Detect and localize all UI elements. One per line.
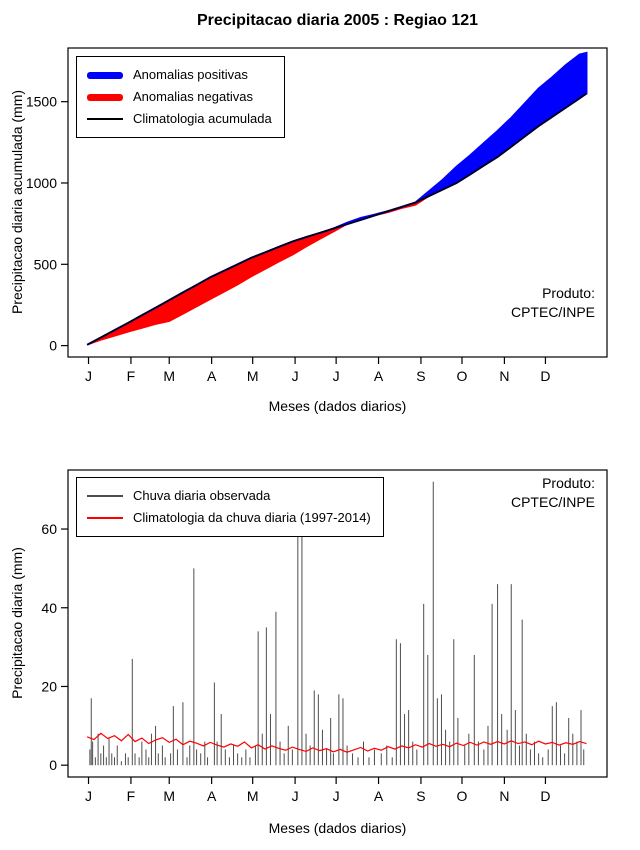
svg-text:J: J	[292, 368, 299, 384]
svg-text:S: S	[416, 788, 425, 804]
y-axis-label-cumulative: Precipitacao diaria acumulada (mm)	[9, 89, 25, 315]
produto-line1: Produto:	[542, 285, 595, 301]
produto-line2: CPTEC/INPE	[510, 494, 595, 510]
legend-label: Chuva diaria observada	[133, 488, 271, 503]
svg-text:A: A	[207, 788, 217, 804]
y-axis-label-daily: Precipitacao diaria (mm)	[9, 547, 25, 699]
climatology-line-swatch-icon	[87, 118, 123, 120]
legend-label: Climatologia acumulada	[133, 111, 272, 126]
daily-climatology-swatch-icon	[87, 517, 123, 519]
svg-text:60: 60	[41, 521, 57, 537]
legend-daily: Chuva diaria observada Climatologia da c…	[76, 477, 384, 537]
legend-item-climatology: Climatologia acumulada	[87, 108, 272, 130]
legend-item-observed: Chuva diaria observada	[87, 485, 371, 507]
produto-annotation-bottom: Produto: CPTEC/INPE	[511, 474, 595, 512]
produto-annotation-top: Produto: CPTEC/INPE	[511, 284, 595, 322]
svg-text:M: M	[247, 788, 259, 804]
observed-line-swatch-icon	[87, 495, 123, 497]
svg-text:J: J	[333, 368, 340, 384]
svg-text:J: J	[292, 788, 299, 804]
svg-text:J: J	[333, 788, 340, 804]
svg-text:O: O	[457, 788, 468, 804]
legend-cumulative: Anomalias positivas Anomalias negativas …	[76, 56, 285, 138]
svg-text:20: 20	[41, 678, 57, 694]
svg-text:F: F	[127, 368, 136, 384]
x-axis-label-cumulative: Meses (dados diarios)	[268, 398, 407, 414]
produto-line1: Produto:	[542, 475, 595, 491]
legend-item-negative-anomaly: Anomalias negativas	[87, 86, 272, 108]
svg-text:500: 500	[34, 256, 58, 272]
svg-text:M: M	[247, 368, 259, 384]
svg-text:0: 0	[49, 338, 57, 354]
svg-text:A: A	[374, 368, 384, 384]
svg-text:1500: 1500	[26, 94, 57, 110]
svg-text:N: N	[499, 368, 509, 384]
svg-text:0: 0	[49, 757, 57, 773]
svg-text:D: D	[540, 368, 550, 384]
svg-text:1000: 1000	[26, 175, 57, 191]
svg-text:M: M	[163, 368, 175, 384]
svg-text:S: S	[416, 368, 425, 384]
svg-text:F: F	[127, 788, 136, 804]
legend-item-daily-climatology: Climatologia da chuva diaria (1997-2014)	[87, 507, 371, 529]
svg-text:M: M	[163, 788, 175, 804]
negative-anomaly-swatch-icon	[87, 93, 123, 101]
legend-label: Climatologia da chuva diaria (1997-2014)	[133, 510, 371, 525]
svg-text:J: J	[85, 368, 92, 384]
svg-text:J: J	[85, 788, 92, 804]
svg-text:A: A	[374, 788, 384, 804]
legend-label: Anomalias positivas	[133, 67, 248, 82]
svg-text:D: D	[540, 788, 550, 804]
legend-item-positive-anomaly: Anomalias positivas	[87, 64, 272, 86]
x-axis-label-daily: Meses (dados diarios)	[268, 820, 407, 836]
produto-line2: CPTEC/INPE	[510, 304, 595, 320]
svg-text:O: O	[457, 368, 468, 384]
positive-anomaly-swatch-icon	[87, 71, 123, 79]
page-title: Precipitacao diaria 2005 : Regiao 121	[196, 12, 479, 29]
svg-text:40: 40	[41, 600, 57, 616]
svg-text:N: N	[499, 788, 509, 804]
legend-label: Anomalias negativas	[133, 89, 253, 104]
svg-text:A: A	[207, 368, 217, 384]
